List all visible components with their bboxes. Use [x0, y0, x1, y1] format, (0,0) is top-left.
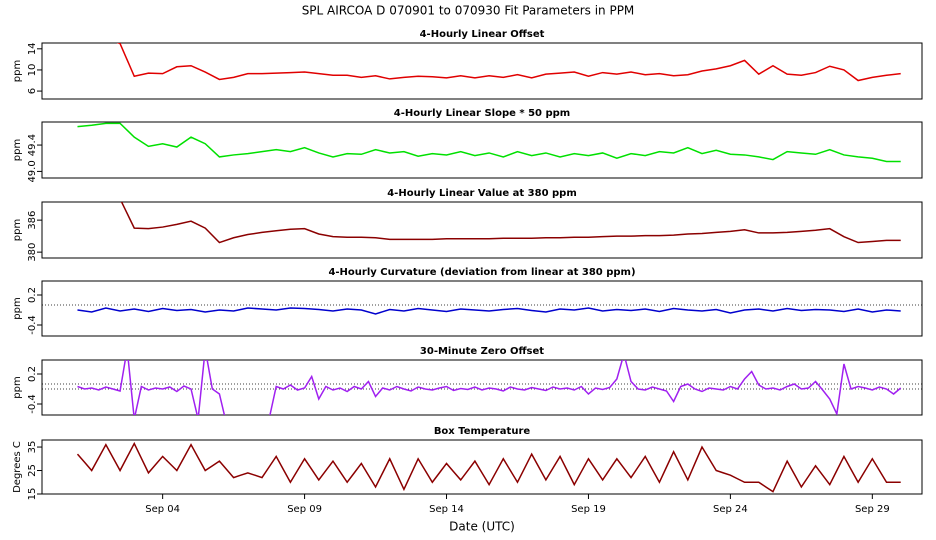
x-tick-label: Sep 19 — [571, 504, 606, 515]
panel-title: 4-Hourly Curvature (deviation from linea… — [328, 267, 635, 278]
panel-frame — [41, 280, 923, 337]
y-tick-label: 386 — [27, 211, 38, 230]
x-tick-label: Sep 04 — [145, 504, 180, 515]
y-axis-label: ppm — [12, 60, 23, 82]
panel-title: 30-Minute Zero Offset — [420, 346, 544, 357]
x-tick-label: Sep 24 — [713, 504, 748, 515]
y-axis-label: ppm — [12, 297, 23, 319]
y-tick-label: 380 — [27, 243, 38, 262]
x-tick-label: Sep 14 — [429, 504, 464, 515]
y-tick-label: 25 — [27, 464, 38, 477]
x-tick-label: Sep 29 — [855, 504, 890, 515]
chart-title: SPL AIRCOA D 070901 to 070930 Fit Parame… — [302, 4, 635, 18]
data-line — [77, 122, 901, 163]
y-tick-label: 49.4 — [27, 134, 38, 156]
y-axis-label: ppm — [12, 219, 23, 241]
panel-frame — [41, 439, 923, 495]
panel-title: 4-Hourly Linear Slope * 50 ppm — [394, 108, 570, 119]
y-tick-label: 0.2 — [27, 366, 38, 382]
data-line — [120, 202, 901, 244]
x-axis-label: Date (UTC) — [449, 520, 515, 534]
y-axis-label: ppm — [12, 376, 23, 398]
data-line — [77, 360, 902, 415]
y-tick-label: 15 — [27, 488, 38, 501]
panel-title: 4-Hourly Linear Value at 380 ppm — [387, 188, 577, 199]
data-line — [116, 43, 901, 82]
data-line — [77, 307, 901, 315]
panel-frame — [41, 121, 923, 179]
panel-frame — [41, 201, 923, 259]
y-tick-label: 6 — [27, 88, 38, 94]
y-tick-label: 14 — [27, 42, 38, 55]
y-tick-label: -0.4 — [27, 394, 38, 414]
y-axis-label: Degrees C — [12, 441, 23, 493]
panel-frame — [41, 42, 923, 100]
y-tick-label: 35 — [27, 441, 38, 454]
x-tick-label: Sep 09 — [287, 504, 322, 515]
data-line — [76, 441, 901, 493]
y-tick-label: 49.0 — [27, 160, 38, 182]
y-tick-label: 0.2 — [27, 287, 38, 303]
y-tick-label: -0.4 — [27, 315, 38, 335]
y-axis-label: ppm — [12, 139, 23, 161]
y-tick-label: 10 — [27, 64, 38, 77]
panel-title: 4-Hourly Linear Offset — [420, 29, 545, 40]
panel-frame — [41, 359, 923, 416]
panel-title: Box Temperature — [434, 426, 531, 437]
